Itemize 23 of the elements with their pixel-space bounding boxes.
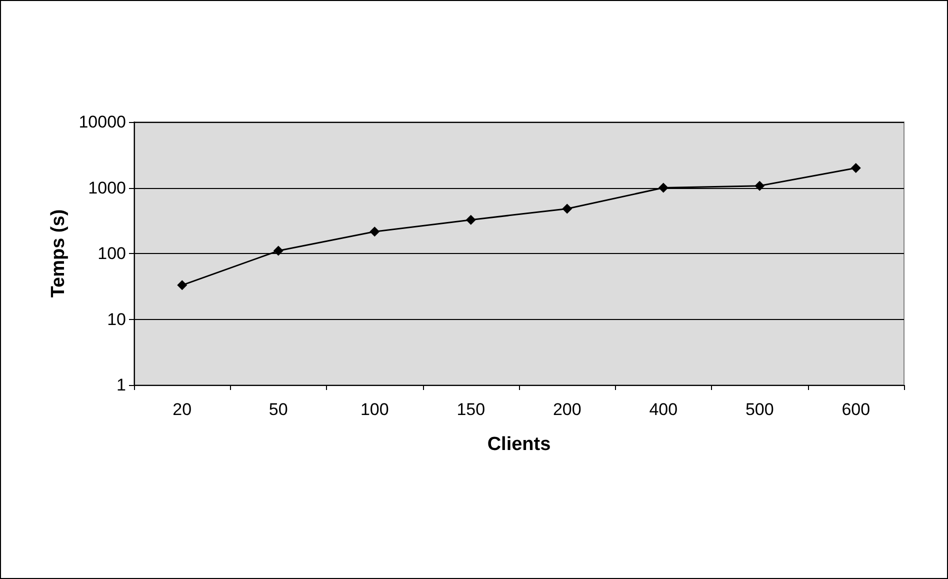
x-tick-label: 150 — [456, 400, 486, 419]
x-tick-label: 50 — [268, 400, 288, 419]
point — [658, 182, 668, 193]
y-tick-label: 10 — [107, 310, 126, 329]
point — [562, 204, 572, 214]
x-tick-label: 200 — [552, 400, 582, 419]
x-tick-label: 600 — [842, 400, 870, 419]
point — [177, 280, 188, 290]
x-tick-label: 100 — [360, 400, 389, 419]
y-tick-label: 100 — [98, 244, 126, 263]
point — [370, 226, 380, 237]
x-tick-label: 500 — [745, 400, 774, 419]
y-tick-label: 10000 — [78, 112, 126, 132]
point — [754, 180, 765, 191]
point — [273, 246, 284, 256]
point — [850, 162, 861, 173]
y-tick-label: 1 — [116, 376, 126, 394]
y-axis-title: Temps (s) — [48, 209, 69, 298]
point — [466, 214, 476, 225]
x-tick-label: 400 — [649, 400, 678, 419]
x-axis-title: Clients — [487, 434, 551, 455]
y-tick-label: 1000 — [88, 178, 126, 198]
x-tick-label: 20 — [172, 400, 192, 419]
